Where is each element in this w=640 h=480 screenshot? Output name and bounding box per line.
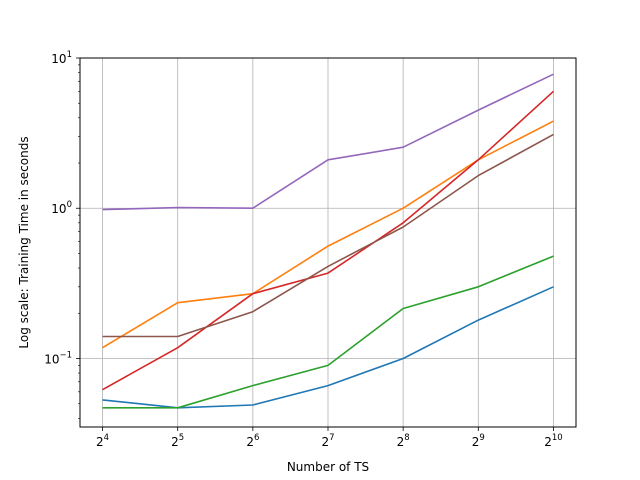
x-tick-exponent: 8 <box>404 433 409 443</box>
series-line-3 <box>102 255 554 409</box>
x-tick-label: 28 <box>397 433 410 449</box>
x-tick-base: 2 <box>171 435 179 449</box>
x-tick-exponent: 6 <box>254 433 259 443</box>
x-tick-exponent: 7 <box>329 433 334 443</box>
x-tick-label: 24 <box>96 433 109 449</box>
x-tick-base: 2 <box>397 435 405 449</box>
y-axis-label: Log scale: Training Time in seconds <box>17 136 31 348</box>
x-tick-exponent: 4 <box>104 433 109 443</box>
y-tick-label: 100 <box>51 200 72 216</box>
grid <box>80 57 576 427</box>
x-tick-label: 25 <box>171 433 184 449</box>
y-tick-exponent: −1 <box>59 350 72 360</box>
y-tick-base: 10 <box>51 202 66 216</box>
x-tick-base: 2 <box>96 435 104 449</box>
y-tick-base: 10 <box>51 52 66 66</box>
x-tick-label: 27 <box>321 433 334 449</box>
x-tick-label: 29 <box>472 433 485 449</box>
x-axis-label: Number of TS <box>287 460 369 474</box>
x-tick-base: 2 <box>321 435 329 449</box>
y-tick-label: 101 <box>51 50 72 66</box>
x-tick-base: 2 <box>246 435 254 449</box>
series-line-6 <box>102 133 554 338</box>
x-tick-label: 210 <box>544 433 562 449</box>
series-line-5 <box>102 73 554 211</box>
series-line-4 <box>102 90 555 391</box>
y-tick-exponent: 1 <box>67 50 72 60</box>
x-tick-label: 26 <box>246 433 259 449</box>
x-tick-base: 2 <box>472 435 480 449</box>
y-tick-exponent: 0 <box>67 200 72 210</box>
x-tick-exponent: 5 <box>179 433 184 443</box>
y-tick-label: 10−1 <box>44 350 72 366</box>
x-tick-exponent: 10 <box>552 433 563 443</box>
x-tick-base: 2 <box>544 435 552 449</box>
y-tick-base: 10 <box>44 352 59 366</box>
series-lines <box>102 73 555 409</box>
x-tick-exponent: 9 <box>479 433 484 443</box>
